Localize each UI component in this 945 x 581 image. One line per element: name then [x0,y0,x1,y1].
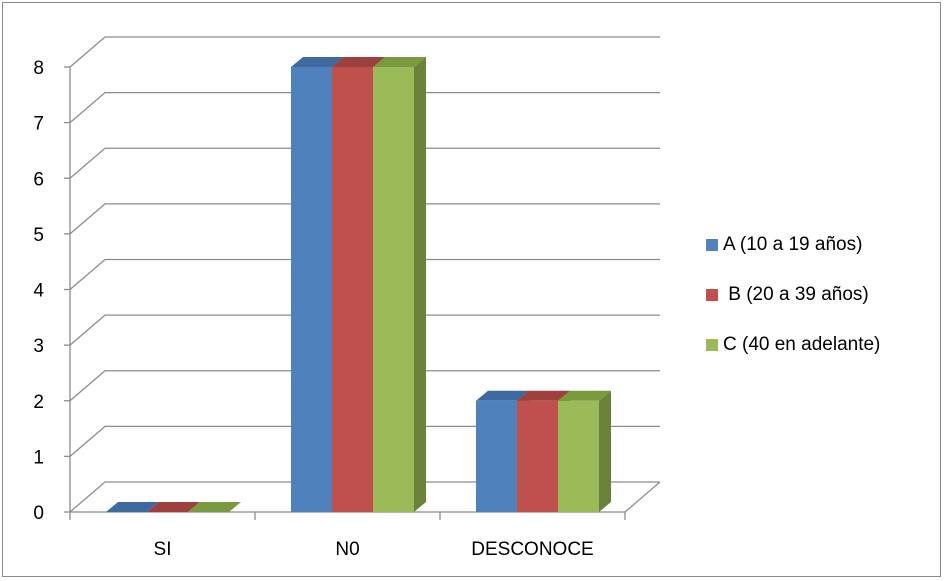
x-tick-label: SI [154,539,172,560]
floor-edge [624,481,661,513]
bar-front [476,400,517,512]
gridline [69,258,660,290]
y-tick-label: 4 [33,281,44,302]
bar-top [558,390,611,401]
gridline [69,425,660,457]
y-tick-label: 1 [33,447,44,468]
bar-0-0 [106,502,159,512]
bar-front [291,67,332,512]
y-tick-label: 0 [33,503,44,524]
x-tick-labels: SI N0 DESCONOCE [154,539,594,560]
legend-item-series-a: A (10 a 19 años) [706,232,880,258]
bar-front [373,67,414,512]
gridline [69,314,660,346]
bar-0-2 [188,502,241,512]
x-tick-label: DESCONOCE [471,539,593,560]
bar-side [599,390,611,512]
bar-2-2 [558,390,611,512]
y-tick-label: 6 [33,169,44,190]
gridline [69,91,660,124]
bar-top [332,57,385,67]
bar-top [476,390,529,401]
bar-front [517,400,558,512]
bar-top [147,502,200,512]
bar-front [332,67,373,512]
bar-front [558,400,599,512]
gridlines [69,36,660,513]
legend-swatch-series-c [706,339,718,351]
legend-label-series-a: A (10 a 19 años) [723,234,863,255]
legend: A (10 a 19 años) B (20 a 39 años) C (40 … [706,232,880,382]
legend-swatch-series-a [706,239,718,251]
legend-label-series-c: C (40 en adelante) [723,334,881,355]
bar-top [373,57,426,67]
y-tick-label: 8 [33,58,44,79]
gridline [69,481,660,513]
y-tick-label: 3 [33,336,44,357]
legend-item-series-c: C (40 en adelante) [706,332,880,358]
bars [106,57,611,512]
gridline [69,36,660,68]
legend-label-series-b: B (20 a 39 años) [723,284,869,305]
y-tick-label: 7 [33,114,44,135]
bar-top [188,502,241,512]
gridline [69,203,660,235]
bar-0-1 [147,502,200,512]
y-tick-label: 2 [33,392,44,413]
y-tick-labels: 0 1 2 3 4 5 6 7 8 [33,58,44,524]
bar-top [106,502,159,512]
gridline [69,370,660,402]
legend-item-series-b: B (20 a 39 años) [706,282,880,308]
legend-swatch-series-b [706,289,718,301]
x-tick-label: N0 [335,539,359,560]
bar-top [517,390,570,401]
gridline [69,147,660,179]
bar-side [414,57,426,512]
bar-top [291,57,344,67]
y-tick-label: 5 [33,225,44,246]
bar-1-2 [373,57,426,512]
